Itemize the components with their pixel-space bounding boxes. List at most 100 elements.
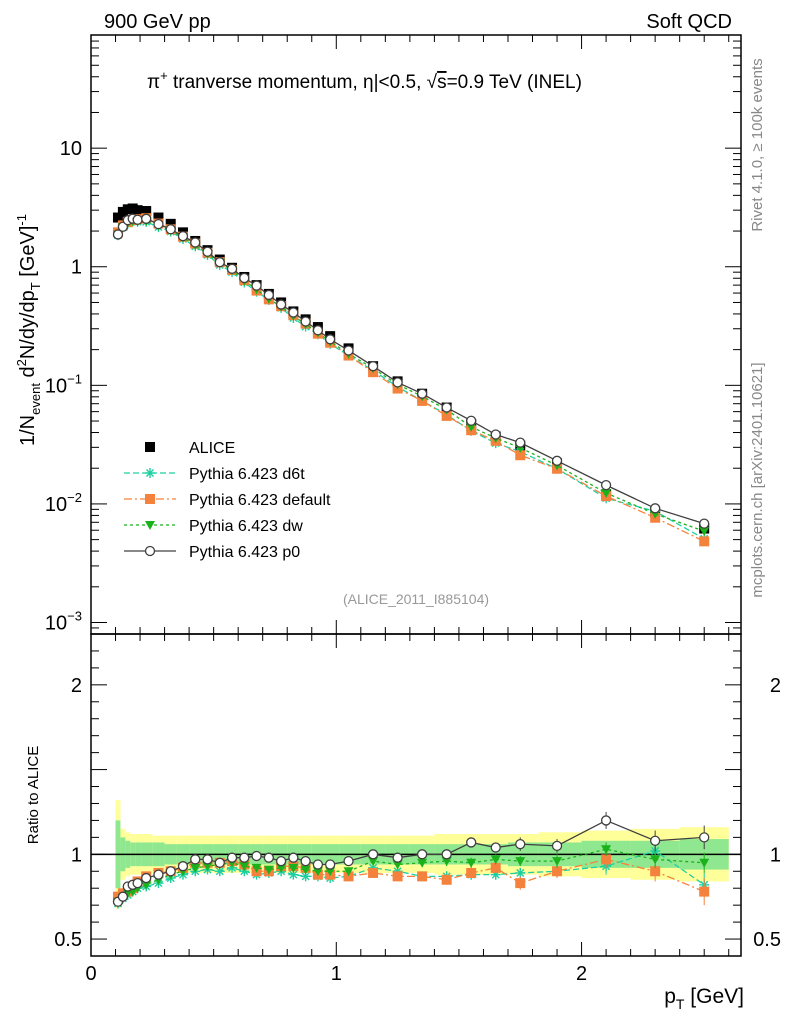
data-point [239, 272, 250, 284]
data-point [699, 527, 710, 537]
ratio-point [226, 852, 238, 863]
data-point [466, 415, 477, 426]
data-point [699, 518, 710, 529]
xlabel-unit: [GeV] [684, 985, 744, 1008]
data-point [551, 455, 563, 466]
ratio-point [300, 855, 311, 867]
title-particle: π [147, 72, 160, 93]
ratio-tick-label-right: 0.5 [753, 929, 781, 951]
ratio-point [343, 867, 354, 877]
ylabel-T: T [28, 282, 43, 290]
ratio-point [515, 857, 526, 867]
data-point [132, 214, 143, 225]
series-alice [112, 203, 710, 534]
title-cut: |<0.5, [374, 72, 427, 93]
ratio-point [601, 845, 612, 855]
mcplots-label: mcplots.cern.ch [arXiv:2401.10621] [749, 362, 766, 597]
ratio-point [325, 859, 336, 870]
legend-marker [145, 494, 155, 504]
ratio-tick-label-right: 1 [770, 844, 781, 866]
ylabel-sup2: 2 [14, 359, 29, 366]
data-point [392, 377, 403, 388]
ratio-frame [90, 633, 742, 957]
ratio-axis-ticks: 0 1 2 0.5 0.5 1 1 2 2 [54, 633, 781, 985]
ratio-point [490, 855, 501, 865]
ratio-point [466, 867, 477, 878]
star-stroke [145, 468, 155, 478]
legend-marker [145, 468, 155, 478]
ratio-point [392, 871, 403, 882]
ratio-point [132, 877, 143, 889]
legend-marker [144, 545, 156, 557]
header-right: Soft QCD [646, 11, 732, 33]
data-point [202, 246, 213, 257]
ylabel-supm1: -1 [14, 214, 29, 226]
ratio-point [263, 865, 274, 875]
ratio-point [699, 832, 710, 843]
y-tick-label: 10 [60, 138, 82, 160]
ratio-tick-label: 2 [71, 675, 82, 697]
data-point [112, 229, 124, 240]
legend-entry: ALICE [145, 440, 235, 457]
y-tick-exp: −1 [67, 371, 82, 386]
xlabel-p: p [664, 985, 676, 1008]
ratio-point [177, 861, 189, 872]
legend-entry: Pythia 6.423 dw [124, 518, 303, 535]
y-tick-exp: −2 [67, 490, 82, 505]
data-point [141, 206, 152, 217]
ratio-point [600, 815, 612, 826]
data-point [177, 230, 189, 242]
y-tick-label: 10−2 [45, 490, 82, 516]
y-tick-base: 10 [45, 613, 67, 635]
data-point [441, 410, 452, 421]
ratio-point [214, 866, 225, 877]
ratio-point [490, 862, 501, 873]
ratio-point [515, 878, 526, 889]
ratio-tick-label: 1 [71, 844, 82, 866]
ratio-point [392, 852, 403, 863]
ratio-tick-label: 0.5 [54, 929, 82, 951]
star-stroke [516, 868, 525, 877]
data-point [288, 307, 299, 318]
data-point [515, 450, 526, 461]
legend: ALICE Pythia 6.423 d6t Pythia 6.423 defaul… [124, 440, 331, 561]
ratio-point [141, 872, 152, 884]
ratio-point [515, 867, 526, 878]
ratio-series [112, 811, 710, 909]
header-left: 900 GeV pp [104, 11, 211, 33]
ratio-point [153, 869, 164, 880]
title-charge: + [160, 68, 168, 83]
ratio-point [312, 867, 323, 877]
ratio-point [515, 838, 526, 850]
data-point [190, 237, 201, 248]
ylabel-b: d [17, 366, 39, 383]
data-point [650, 503, 661, 514]
data-point [300, 316, 311, 327]
legend-marker [145, 521, 155, 530]
ratio-point [190, 854, 201, 865]
data-point [226, 263, 238, 274]
y-tick-base: 10 [45, 375, 67, 397]
data-point [275, 299, 287, 310]
series-line [117, 220, 705, 532]
legend-label: Pythia 6.423 d6t [189, 466, 305, 483]
ratio-point [466, 837, 477, 848]
ratio-point [552, 857, 563, 867]
star-stroke [215, 867, 224, 876]
ratio-point [239, 852, 250, 863]
ratio-point [490, 842, 501, 853]
star-stroke [289, 870, 298, 879]
data-point [153, 212, 164, 223]
ratio-point [263, 852, 274, 863]
y-axis-label: 1/Nevent d2N/dy/dpT [GeV]-1 [14, 214, 43, 446]
data-point [367, 361, 379, 372]
x-tick-label: 0 [85, 963, 96, 985]
ratio-point [699, 886, 710, 897]
main-series [112, 203, 710, 547]
title-eta: η [363, 72, 374, 93]
ratio-point [117, 891, 129, 902]
data-point [214, 257, 225, 268]
ylabel-event: event [28, 383, 43, 415]
title-s: s [437, 72, 447, 93]
